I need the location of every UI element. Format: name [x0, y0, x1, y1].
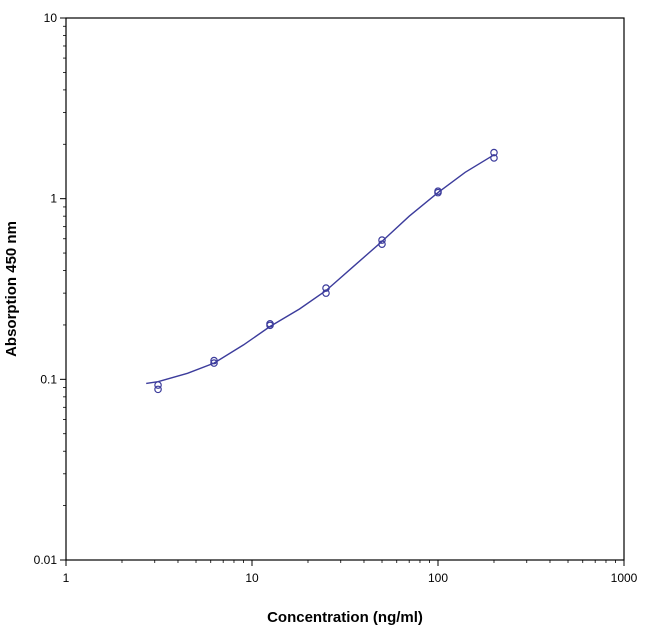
data-point	[322, 284, 330, 292]
x-axis-title: Concentration (ng/ml)	[267, 609, 423, 626]
y-tick-label: 0.1	[40, 372, 57, 386]
fit-curve	[146, 154, 495, 385]
data-point	[154, 381, 162, 389]
data-point	[434, 187, 442, 195]
data-point	[322, 289, 330, 297]
y-tick-label: 0.01	[34, 553, 58, 567]
x-tick-label: 100	[428, 571, 448, 585]
x-tick-label: 1000	[611, 571, 638, 585]
data-point	[490, 148, 498, 157]
data-point	[378, 240, 386, 248]
data-point	[266, 319, 274, 328]
data-point	[378, 236, 386, 244]
data-point	[154, 385, 162, 394]
x-ticks: 1 10 100 1000	[63, 560, 638, 585]
data-points	[154, 148, 498, 394]
data-point	[210, 356, 218, 365]
data-point	[210, 359, 218, 367]
y-axis-title: Absorption 450 nm	[3, 221, 20, 357]
x-tick-label: 10	[245, 571, 259, 585]
y-tick-label: 10	[44, 11, 58, 25]
x-tick-label: 1	[63, 571, 70, 585]
data-point	[490, 154, 498, 162]
y-ticks: 0.01 0.1 1 10	[34, 11, 66, 567]
y-tick-label: 1	[50, 192, 57, 206]
plot-frame	[65, 17, 625, 561]
